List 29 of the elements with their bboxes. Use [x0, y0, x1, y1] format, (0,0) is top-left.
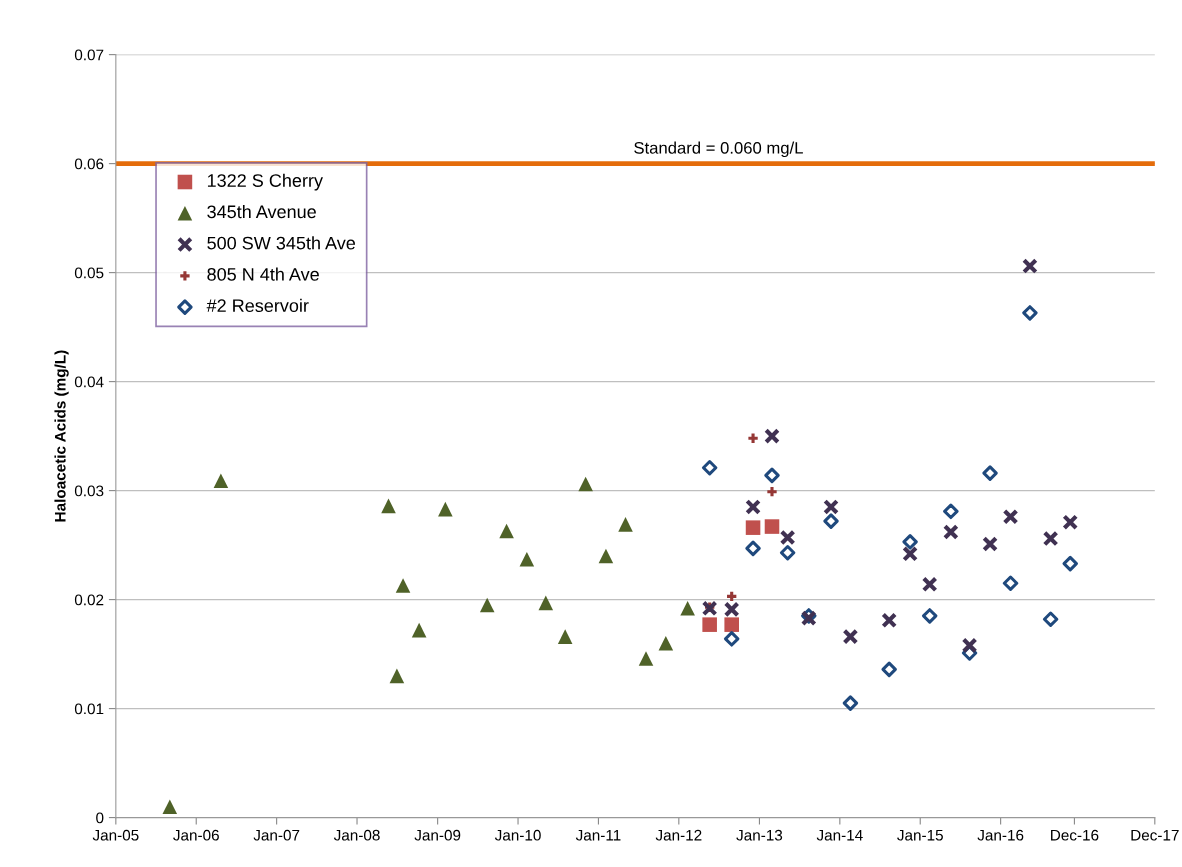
x-tick-label: Jan-16 — [977, 829, 1024, 841]
x-tick-label: Jan-05 — [92, 829, 139, 841]
y-tick-label: 0.02 — [74, 594, 104, 606]
y-tick-label: 0.04 — [74, 376, 104, 388]
x-tick-label: Jan-13 — [736, 829, 783, 841]
y-tick-label: 0.03 — [74, 485, 104, 497]
x-tick-label: Dec-17 — [1131, 829, 1179, 841]
y-tick-label: 0.05 — [74, 267, 104, 279]
x-tick-label: Jan-11 — [575, 829, 621, 841]
legend-label: 345th Avenue — [207, 204, 316, 219]
x-tick-label: Jan-12 — [655, 829, 702, 841]
x-tick-label: Jan-07 — [253, 829, 300, 841]
legend-label: #2 Reservoir — [206, 298, 309, 313]
y-tick-label: 0.01 — [74, 703, 104, 715]
legend-label: 500 SW 345th Ave — [207, 236, 356, 250]
legend-label: 1322 S Cherry — [207, 173, 323, 191]
x-tick-label: Jan-06 — [173, 829, 219, 841]
legend-label: 805 N 4th Ave — [207, 267, 319, 281]
y-axis-title: Haloacetic Acids (mg/L) — [54, 350, 69, 522]
x-tick-label: Jan-10 — [494, 829, 541, 841]
y-tick-label: 0 — [96, 812, 104, 824]
x-tick-label: Dec-16 — [1051, 829, 1099, 841]
y-tick-label: 0.06 — [74, 158, 104, 170]
ref-line-label: Standard = 0.060 mg/L — [634, 141, 803, 158]
x-tick-label: Jan-15 — [897, 829, 943, 841]
x-tick-label: Jan-08 — [333, 829, 380, 841]
x-tick-label: Jan-14 — [816, 829, 863, 841]
x-tick-label: Jan-09 — [414, 829, 461, 841]
y-tick-label: 0.07 — [74, 49, 104, 61]
